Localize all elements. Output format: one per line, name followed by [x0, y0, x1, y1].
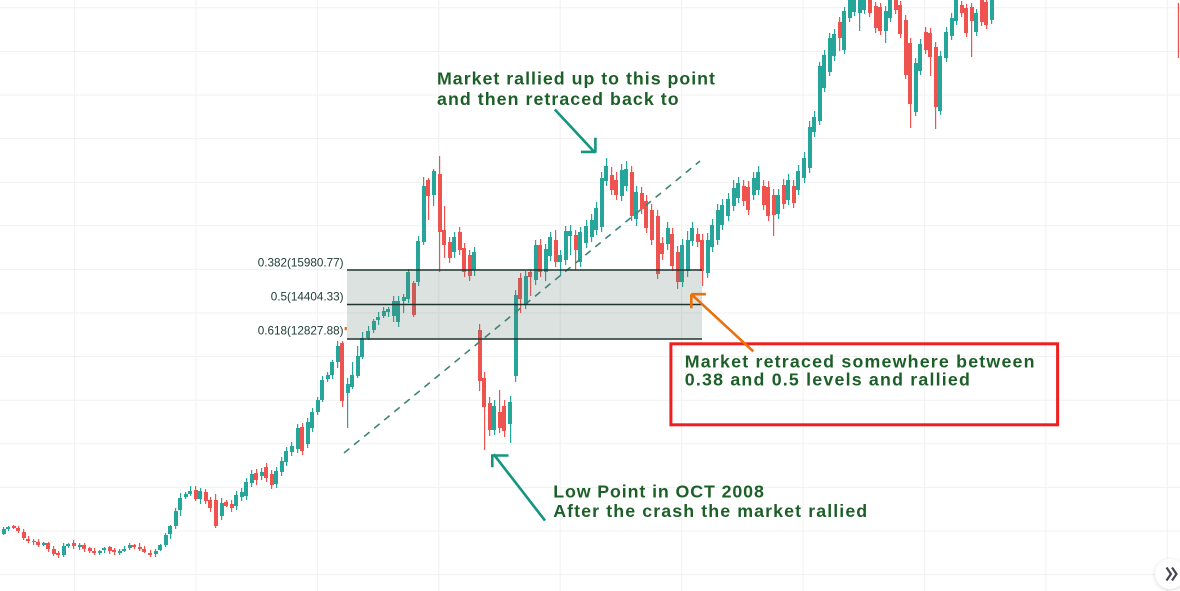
svg-text:0.5(14404.33): 0.5(14404.33): [271, 290, 344, 303]
svg-text:After the crash the market ral: After the crash the market rallied: [553, 501, 868, 521]
svg-text:0.618(12827.88): 0.618(12827.88): [258, 325, 344, 338]
svg-text:0.38 and 0.5 levels and rallie: 0.38 and 0.5 levels and rallied: [685, 369, 971, 389]
svg-text:Market rallied up to this poin: Market rallied up to this point: [437, 69, 716, 89]
svg-text:Low Point in OCT 2008: Low Point in OCT 2008: [553, 482, 765, 502]
svg-text:and then retraced back to: and then retraced back to: [437, 89, 680, 109]
svg-text:0.382(15980.77): 0.382(15980.77): [258, 257, 344, 270]
svg-text:Market retraced somewhere betw: Market retraced somewhere between: [685, 351, 1036, 371]
